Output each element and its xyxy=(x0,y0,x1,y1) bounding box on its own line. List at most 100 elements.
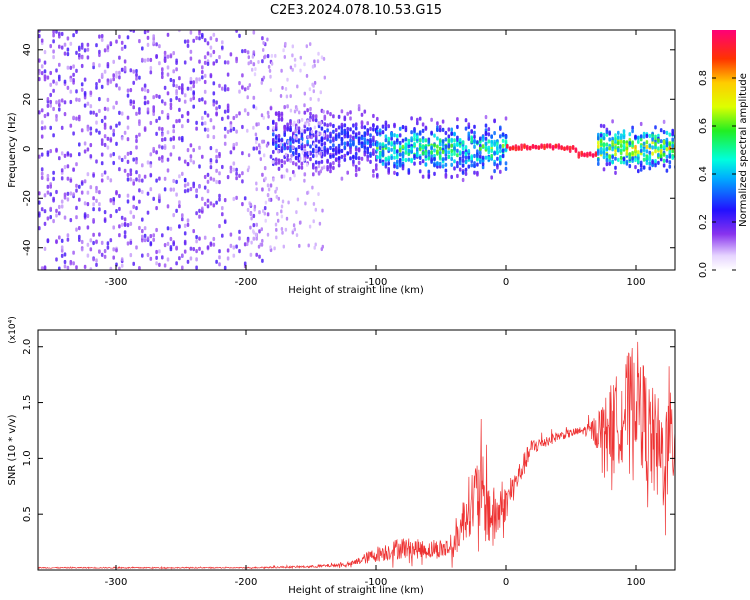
heatmap-cell xyxy=(634,152,637,157)
heatmap-cell xyxy=(83,103,87,108)
heatmap-cell xyxy=(326,167,329,172)
heatmap-cell xyxy=(158,94,161,99)
heatmap-cell xyxy=(317,192,320,197)
heatmap-cell xyxy=(625,143,629,148)
heatmap-cell xyxy=(275,194,278,199)
heatmap-cell xyxy=(583,152,586,158)
heatmap-cell xyxy=(246,95,249,100)
heatmap-cell xyxy=(183,93,187,98)
heatmap-cell xyxy=(103,249,107,254)
heatmap-cell xyxy=(238,173,241,178)
heatmap-cell xyxy=(126,137,130,142)
heatmap-cell xyxy=(404,142,408,147)
heatmap-cell xyxy=(274,111,278,116)
heatmap-cell xyxy=(447,154,451,159)
heatmap-cell xyxy=(340,128,344,133)
heatmap-cell xyxy=(246,111,250,116)
heatmap-cell xyxy=(303,157,306,162)
heatmap-cell xyxy=(201,196,204,201)
heatmap-cell xyxy=(628,141,632,146)
heatmap-cell xyxy=(289,94,292,99)
heatmap-cell xyxy=(404,150,408,155)
heatmap-cell xyxy=(135,160,138,165)
heatmap-cell xyxy=(665,158,669,163)
heatmap-cell xyxy=(264,176,267,181)
heatmap-cell xyxy=(473,124,476,129)
heatmap-cell xyxy=(58,266,61,270)
heatmap-cell xyxy=(611,147,614,152)
heatmap-cell xyxy=(305,73,309,78)
heatmap-cell xyxy=(135,138,138,144)
heatmap-cell xyxy=(120,46,124,51)
heatmap-cell xyxy=(295,210,298,215)
heatmap-cell xyxy=(490,134,493,139)
heatmap-cell xyxy=(83,212,87,217)
heatmap-cell xyxy=(146,107,150,112)
heatmap-cell xyxy=(98,202,101,207)
heatmap-cell xyxy=(476,162,479,167)
spectrogram-x-axis-label: Height of straight line (km) xyxy=(288,285,424,296)
heatmap-cell xyxy=(280,209,283,214)
heatmap-cell xyxy=(418,138,422,143)
heatmap-cell xyxy=(433,133,436,138)
heatmap-cell xyxy=(378,159,382,164)
heatmap-cell xyxy=(138,75,141,80)
heatmap-cell xyxy=(476,172,479,177)
heatmap-cell xyxy=(95,85,98,90)
heatmap-cell xyxy=(235,195,238,200)
heatmap-cell xyxy=(186,162,190,167)
heatmap-cell xyxy=(141,87,144,92)
heatmap-cell xyxy=(158,126,161,131)
heatmap-cell xyxy=(372,150,375,156)
heatmap-cell xyxy=(109,213,113,219)
heatmap-cell xyxy=(229,52,233,57)
heatmap-cell xyxy=(659,154,663,159)
heatmap-cell xyxy=(444,168,448,173)
heatmap-cell xyxy=(662,152,666,157)
heatmap-cell xyxy=(235,167,238,172)
heatmap-cell xyxy=(436,127,439,132)
heatmap-cell xyxy=(58,62,61,67)
heatmap-cell xyxy=(115,209,118,214)
heatmap-cell xyxy=(249,202,252,207)
heatmap-cell xyxy=(317,164,321,169)
heatmap-cell xyxy=(337,132,341,137)
heatmap-cell xyxy=(78,114,81,119)
heatmap-cell xyxy=(143,126,147,131)
heatmap-cell xyxy=(100,37,104,42)
heatmap-cell xyxy=(118,193,121,199)
heatmap-cell xyxy=(86,213,90,219)
heatmap-cell xyxy=(126,199,130,204)
heatmap-cell xyxy=(387,136,390,141)
heatmap-cell xyxy=(129,210,133,215)
heatmap-cell xyxy=(103,115,107,120)
heatmap-cell xyxy=(138,188,141,193)
heatmap-cell xyxy=(146,252,150,258)
heatmap-cell xyxy=(418,160,422,166)
heatmap-cell xyxy=(320,159,324,164)
heatmap-cell xyxy=(307,122,311,127)
heatmap-cell xyxy=(634,134,637,139)
heatmap-cell xyxy=(479,146,482,151)
heatmap-cell xyxy=(201,97,204,102)
heatmap-cell xyxy=(563,146,566,151)
heatmap-cell xyxy=(662,130,666,135)
heatmap-cell xyxy=(490,148,493,153)
heatmap-cell xyxy=(195,126,198,131)
heatmap-cell xyxy=(453,142,456,148)
heatmap-cell xyxy=(293,120,296,125)
heatmap-cell xyxy=(75,30,78,34)
heatmap-cell xyxy=(46,103,50,108)
heatmap-cell xyxy=(381,152,385,157)
heatmap-cell xyxy=(366,131,369,136)
heatmap-cell xyxy=(313,142,316,147)
heatmap-cell xyxy=(155,206,158,211)
heatmap-cell xyxy=(476,149,479,154)
heatmap-cell xyxy=(614,170,617,175)
heatmap-cell xyxy=(284,227,288,232)
heatmap-cell xyxy=(198,164,201,169)
heatmap-cell xyxy=(597,136,600,141)
heatmap-cell xyxy=(372,123,375,128)
heatmap-cell xyxy=(146,30,150,33)
heatmap-cell xyxy=(166,130,170,135)
